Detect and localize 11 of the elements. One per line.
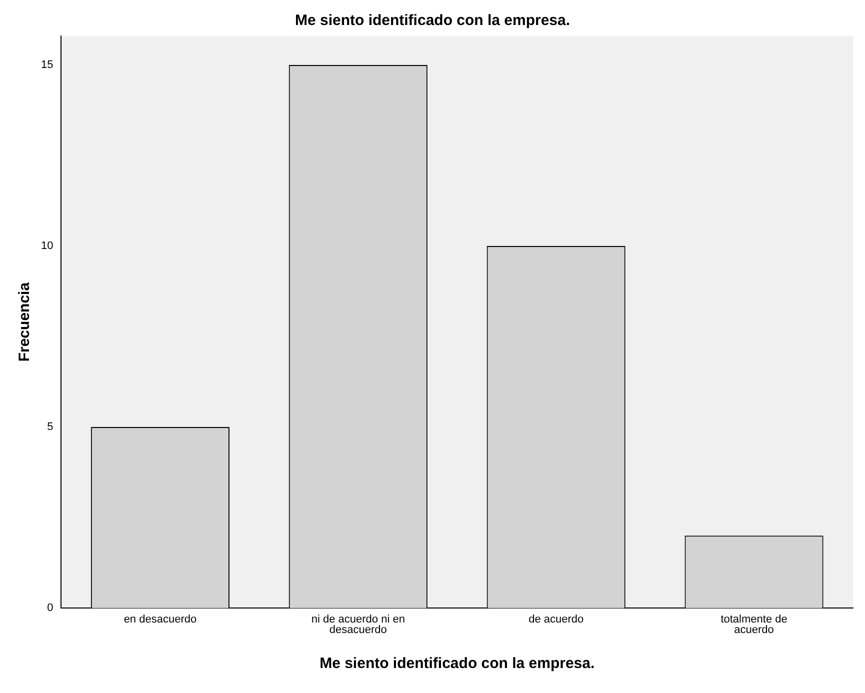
- chart-title: Me siento identificado con la empresa.: [294, 12, 570, 30]
- x-axis-title: Me siento identificado con la empresa.: [320, 655, 595, 672]
- y-tick-label: 15: [40, 59, 54, 71]
- y-tick-label: 10: [40, 240, 54, 252]
- x-tick-label: de acuerdo: [528, 613, 584, 626]
- x-tick-label: ni de acuerdo ni en desacuerdo: [311, 613, 405, 636]
- y-tick-label: 5: [47, 421, 54, 434]
- y-tick-label: 0: [47, 602, 54, 614]
- x-tick-label: totalmente de acuerdo: [720, 613, 788, 636]
- x-tick-label: en desacuerdo: [124, 613, 197, 626]
- y-axis-title: Frecuencia: [16, 282, 34, 362]
